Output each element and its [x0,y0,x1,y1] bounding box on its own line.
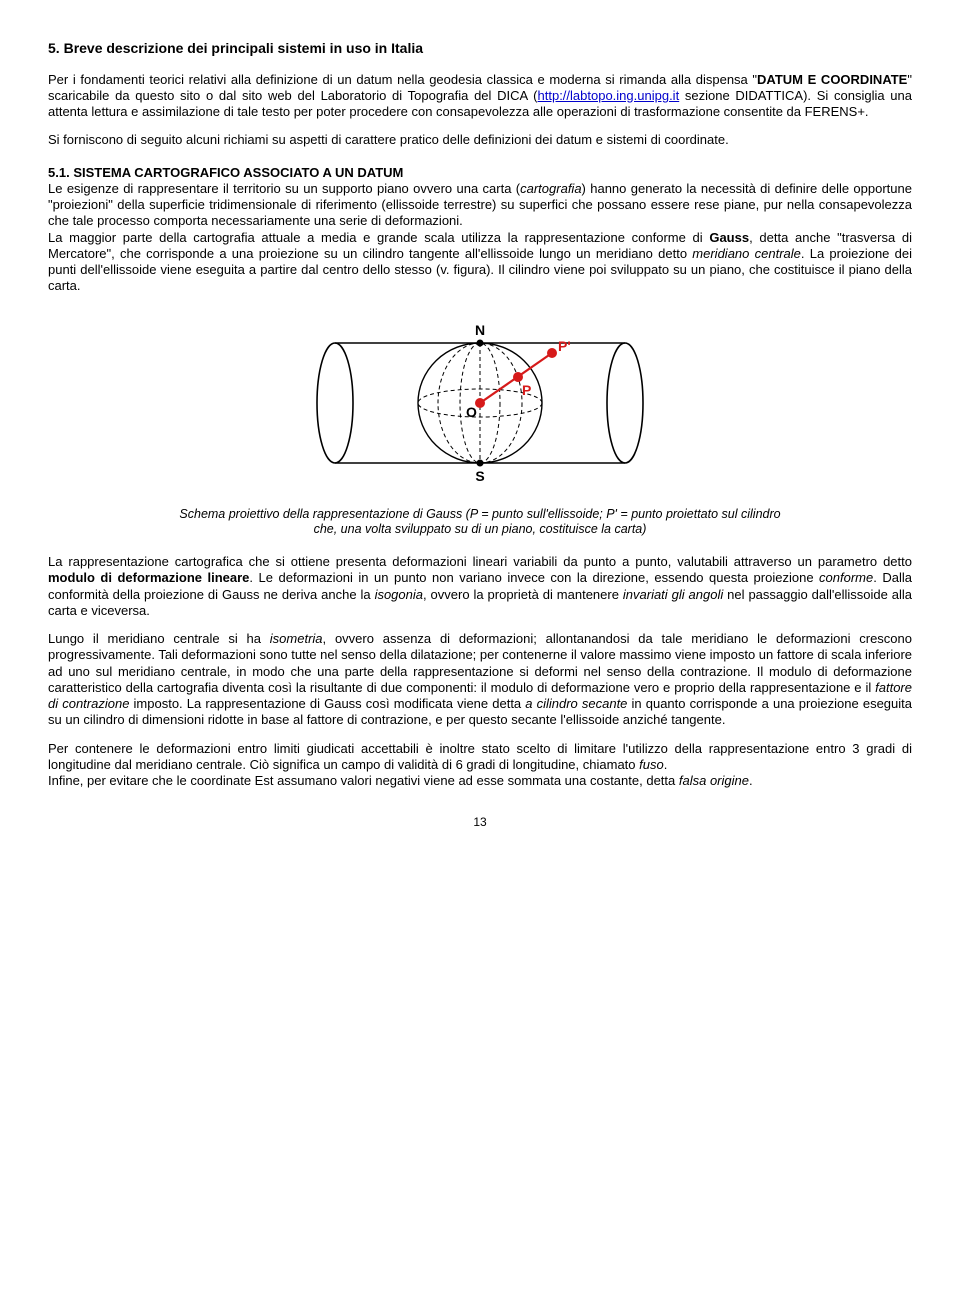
term-isogonia: isogonia [375,587,423,602]
caption-line2: che, una volta sviluppato su di un piano… [314,522,647,536]
term-isometria: isometria [270,631,323,646]
term-cilindro-secante: a cilindro secante [525,696,627,711]
section-number: 5. [48,40,60,56]
paragraph-fuso: Per contenere le deformazioni entro limi… [48,741,912,774]
label-S: S [475,468,484,484]
paragraph-cartografia: Le esigenze di rappresentare il territor… [48,181,912,230]
paragraph-followup: Si forniscono di seguito alcuni richiami… [48,132,912,148]
label-O: O [466,404,477,420]
label-Pprime: P' [558,338,571,354]
text: La rappresentazione cartografica che si … [48,554,912,569]
term-gauss: Gauss [709,230,749,245]
figure-caption: Schema proiettivo della rappresentazione… [100,507,860,538]
text: . [749,773,753,788]
text: . Le deformazioni in un punto non varian… [249,570,819,585]
paragraph-deformazione: La rappresentazione cartografica che si … [48,554,912,619]
text: imposto. La rappresentazione di Gauss co… [129,696,525,711]
dispensa-title: DATUM E COORDINATE [757,72,907,87]
label-N: N [475,322,485,338]
gauss-cylinder-svg: N S O P P' [300,313,660,493]
subsection-heading: 5.1. SISTEMA CARTOGRAFICO ASSOCIATO A UN… [48,165,912,181]
section-title-text: Breve descrizione dei principali sistemi… [64,40,423,56]
text: Lungo il meridiano centrale si ha [48,631,270,646]
subsection-title-text: SISTEMA CARTOGRAFICO ASSOCIATO A UN DATU… [73,165,403,180]
text: Per contenere le deformazioni entro limi… [48,741,912,772]
term-meridiano: meridiano centrale [692,246,801,261]
lab-link[interactable]: http://labtopo.ing.unipg.it [538,88,680,103]
section-heading: 5. Breve descrizione dei principali sist… [48,40,912,58]
subsection-number: 5.1. [48,165,70,180]
term-fuso: fuso [639,757,664,772]
paragraph-isometria: Lungo il meridiano centrale si ha isomet… [48,631,912,729]
paragraph-intro: Per i fondamenti teorici relativi alla d… [48,72,912,121]
paragraph-falsa-origine: Infine, per evitare che le coordinate Es… [48,773,912,789]
text: , ovvero la proprietà di mantenere [423,587,623,602]
term-conforme: conforme [819,570,873,585]
text: La maggior parte della cartografia attua… [48,230,709,245]
term-falsa-origine: falsa origine [679,773,749,788]
caption-line1: Schema proiettivo della rappresentazione… [179,507,780,521]
text: Per i fondamenti teorici relativi alla d… [48,72,757,87]
text: Le esigenze di rappresentare il territor… [48,181,520,196]
label-P: P [522,382,531,398]
page-number: 13 [48,815,912,830]
text: Infine, per evitare che le coordinate Es… [48,773,679,788]
term-invariati: invariati gli angoli [623,587,723,602]
text: . [664,757,668,772]
term-modulo: modulo di deformazione lineare [48,570,249,585]
term-cartografia: cartografia [520,181,581,196]
gauss-projection-figure: N S O P P' [48,313,912,497]
paragraph-gauss: La maggior parte della cartografia attua… [48,230,912,295]
